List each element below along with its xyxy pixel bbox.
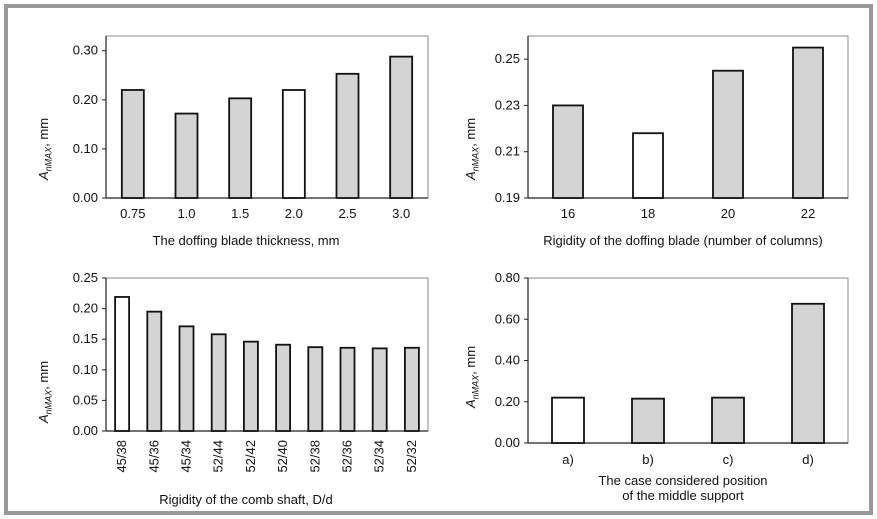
bar-1.5	[228, 97, 253, 199]
y-tick-label: 0.10	[73, 362, 98, 377]
x-axis-label: Rigidity of the comb shaft, D/d	[159, 492, 333, 507]
bar-a)	[551, 396, 585, 444]
bar-3.0	[389, 55, 414, 199]
x-axis-label: Rigidity of the doffing blade (number of…	[543, 233, 823, 248]
figure-frame: 0.00 0.10 0.20 0.30 0.75 1.0 1.5 2.0 2.5 3.0 AnMA…	[4, 4, 873, 515]
x-tick-label: 22	[801, 206, 815, 221]
x-tick-label: 52/34	[372, 440, 387, 473]
x-tick-label: a)	[562, 452, 574, 467]
bar-52/40	[275, 343, 292, 432]
x-tick-label: 1.5	[231, 206, 249, 221]
y-axis-label: AnMAX, mm	[463, 117, 481, 180]
y-tick-label: 0.23	[495, 97, 520, 112]
x-axis-label: The case considered position	[598, 473, 768, 488]
y-tick-label: 0.20	[495, 394, 520, 409]
bar-52/34	[371, 347, 388, 432]
x-tick-label: 52/40	[275, 440, 290, 473]
bar-20	[712, 69, 744, 199]
bar-b)	[631, 397, 665, 444]
y-tick-label: 0.05	[73, 392, 98, 407]
x-tick-label: 52/42	[243, 440, 258, 473]
bar-52/38	[307, 346, 324, 432]
y-tick-label: 0.00	[73, 190, 98, 205]
bar-52/36	[339, 346, 356, 432]
bar-52/42	[242, 340, 259, 432]
chart-blade-thickness-plot: 0.00 0.10 0.20 0.30 0.75 1.0 1.5 2.0 2.5 3.0	[73, 35, 429, 221]
bar-52/32	[403, 346, 420, 432]
x-tick-label: c)	[723, 452, 734, 467]
y-tick-label: 0.20	[73, 92, 98, 107]
y-axis-label: AnMAX, mm	[36, 117, 54, 180]
x-tick-label: d)	[802, 452, 814, 467]
x-tick-label: 52/36	[340, 440, 355, 473]
x-tick-label: 20	[721, 206, 735, 221]
bar-d)	[791, 302, 825, 444]
x-axis-label-line2: of the middle support	[622, 488, 744, 503]
y-axis-label: AnMAX, mm	[36, 360, 54, 423]
x-tick-label: 0.75	[120, 206, 145, 221]
bar-52/44	[210, 333, 227, 432]
x-tick-label: 1.0	[177, 206, 195, 221]
x-tick-label: b)	[642, 452, 654, 467]
y-tick-label: 0.15	[73, 331, 98, 346]
y-tick-label: 0.40	[495, 353, 520, 368]
bar-c)	[711, 396, 745, 444]
x-tick-label: 2.5	[338, 206, 356, 221]
bar-2.5	[335, 72, 360, 199]
x-tick-label: 52/44	[211, 440, 226, 473]
y-tick-label: 0.00	[495, 435, 520, 450]
y-axis-label: AnMAX, mm	[463, 345, 481, 408]
chart-comb-shaft: 0.00 0.05 0.10 0.15 0.20 0.25 45/38 45/36 45/34 5…	[16, 268, 446, 518]
bar-2.0	[281, 89, 306, 199]
y-tick-label: 0.20	[73, 301, 98, 316]
x-tick-label: 52/38	[307, 440, 322, 473]
chart-blade-thickness: 0.00 0.10 0.20 0.30 0.75 1.0 1.5 2.0 2.5 3.0 AnMA…	[16, 20, 446, 270]
x-tick-label: 52/32	[404, 440, 419, 473]
y-tick-label: 0.10	[73, 141, 98, 156]
bar-22	[792, 46, 824, 199]
x-tick-label: 18	[641, 206, 655, 221]
plot-area	[105, 35, 429, 199]
bar-45/36	[146, 310, 163, 432]
y-tick-label: 0.80	[495, 270, 520, 285]
y-tick-label: 0.19	[495, 190, 520, 205]
y-tick-label: 0.21	[495, 144, 520, 159]
bar-18	[632, 132, 664, 199]
x-tick-label: 3.0	[392, 206, 410, 221]
chart-middle-support: 0.00 0.20 0.40 0.60 0.80 a) b) c) d) AnMAX, mm T…	[438, 268, 868, 518]
x-axis-label: The doffing blade thickness, mm	[152, 233, 340, 248]
x-tick-label: 16	[561, 206, 575, 221]
chart-blade-rigidity: 0.19 0.21 0.23 0.25 16 18 20 22 AnMAX, mm Rigid…	[438, 20, 868, 270]
bar-1.0	[174, 112, 199, 199]
y-tick-label: 0.60	[495, 311, 520, 326]
x-tick-label: 45/38	[114, 440, 129, 473]
bar-0.75	[120, 89, 145, 199]
y-tick-label: 0.30	[73, 43, 98, 58]
bar-45/34	[178, 325, 195, 432]
y-tick-label: 0.00	[73, 423, 98, 438]
y-tick-label: 0.25	[495, 51, 520, 66]
chart-blade-rigidity-plot: 0.19 0.21 0.23 0.25 16 18 20 22	[495, 35, 849, 221]
x-tick-label: 45/36	[146, 440, 161, 473]
bar-45/38	[114, 296, 130, 432]
chart-comb-shaft-plot: 0.00 0.05 0.10 0.15 0.20 0.25 45/38 45/36 45/34 5…	[73, 270, 429, 473]
bar-16	[552, 104, 584, 199]
x-tick-label: 45/34	[179, 440, 194, 473]
x-tick-label: 2.0	[285, 206, 303, 221]
y-tick-label: 0.25	[73, 270, 98, 285]
chart-middle-support-plot: 0.00 0.20 0.40 0.60 0.80 a) b) c) d)	[495, 270, 849, 467]
